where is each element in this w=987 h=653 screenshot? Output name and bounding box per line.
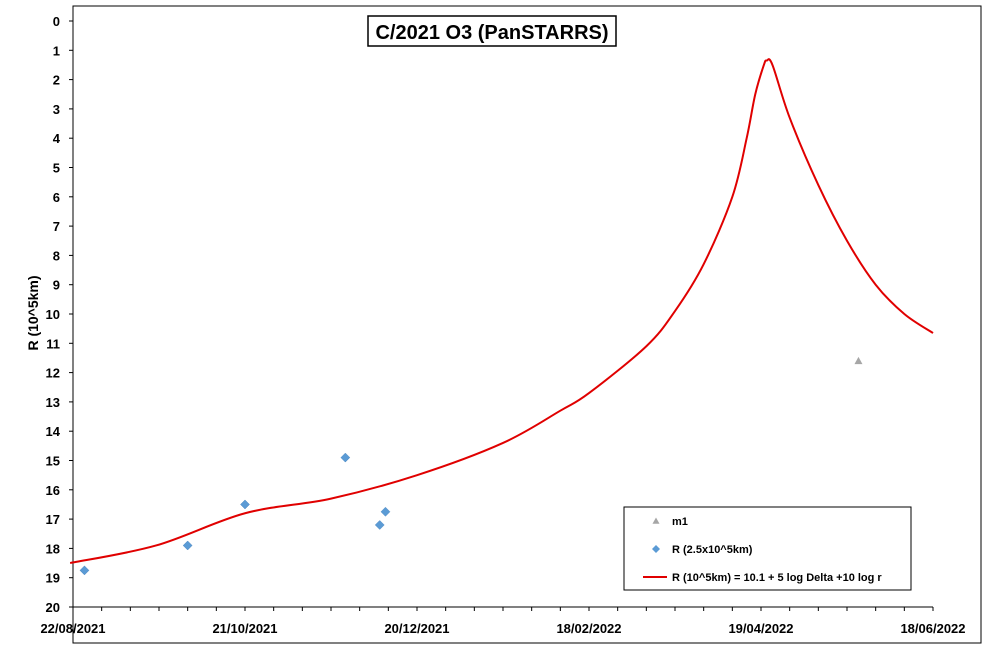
y-tick-label: 19 bbox=[46, 571, 60, 586]
y-tick-label: 16 bbox=[46, 483, 60, 498]
legend-frame bbox=[623, 506, 912, 591]
y-tick-label: 15 bbox=[46, 454, 60, 469]
legend-swatch-diamond bbox=[652, 545, 660, 553]
legend: m1 R (2.5x10^5km) R (10^5km) = 10.1 + 5 lo… bbox=[623, 506, 912, 591]
x-tick-label: 20/12/2021 bbox=[384, 621, 449, 636]
data-point-r bbox=[374, 520, 385, 530]
y-tick-label: 5 bbox=[53, 161, 60, 176]
y-tick-label: 9 bbox=[53, 278, 60, 293]
y-tick-label: 14 bbox=[46, 424, 61, 439]
legend-swatch-triangle bbox=[652, 517, 660, 524]
x-tick-label: 19/04/2022 bbox=[728, 621, 793, 636]
model-curve bbox=[69, 58, 934, 565]
data-point-r bbox=[240, 499, 250, 510]
y-tick-label: 17 bbox=[46, 512, 60, 527]
y-tick-label: 8 bbox=[53, 248, 60, 263]
plot-area: 0123456789101112131415161718192022/08/20… bbox=[40, 14, 965, 636]
title-frame bbox=[367, 15, 617, 47]
y-tick-label: 10 bbox=[46, 307, 60, 322]
x-tick-label: 18/06/2022 bbox=[900, 621, 965, 636]
y-tick-label: 13 bbox=[46, 395, 60, 410]
x-tick-label: 21/10/2021 bbox=[212, 621, 277, 636]
data-point-r bbox=[380, 506, 391, 517]
x-tick-label: 22/08/2021 bbox=[40, 621, 105, 636]
y-tick-label: 20 bbox=[46, 600, 60, 615]
chart-title-box: C/2021 O3 (PanSTARRS) bbox=[367, 15, 617, 47]
data-point-r bbox=[79, 565, 90, 576]
chart-title: C/2021 O3 (PanSTARRS) bbox=[375, 22, 608, 44]
data-point-r bbox=[340, 452, 351, 463]
y-tick-label: 3 bbox=[53, 102, 60, 117]
y-tick-label: 6 bbox=[53, 190, 60, 205]
legend-label: R (2.5x10^5km) bbox=[672, 544, 753, 556]
y-tick-label: 2 bbox=[53, 73, 60, 88]
y-axis-title: R (10^5km) bbox=[25, 275, 41, 350]
legend-label: R (10^5km) = 10.1 + 5 log Delta +10 log … bbox=[672, 572, 882, 584]
y-tick-label: 12 bbox=[46, 366, 60, 381]
y-tick-label: 7 bbox=[53, 219, 60, 234]
y-tick-label: 11 bbox=[46, 336, 60, 351]
y-tick-label: 18 bbox=[46, 541, 60, 556]
y-tick-label: 1 bbox=[53, 43, 60, 58]
legend-label: m1 bbox=[672, 516, 688, 528]
x-tick-label: 18/02/2022 bbox=[556, 621, 621, 636]
data-point-m1 bbox=[854, 356, 863, 365]
data-point-r bbox=[182, 540, 193, 551]
y-tick-label: 0 bbox=[53, 14, 60, 29]
y-tick-label: 4 bbox=[53, 131, 61, 146]
